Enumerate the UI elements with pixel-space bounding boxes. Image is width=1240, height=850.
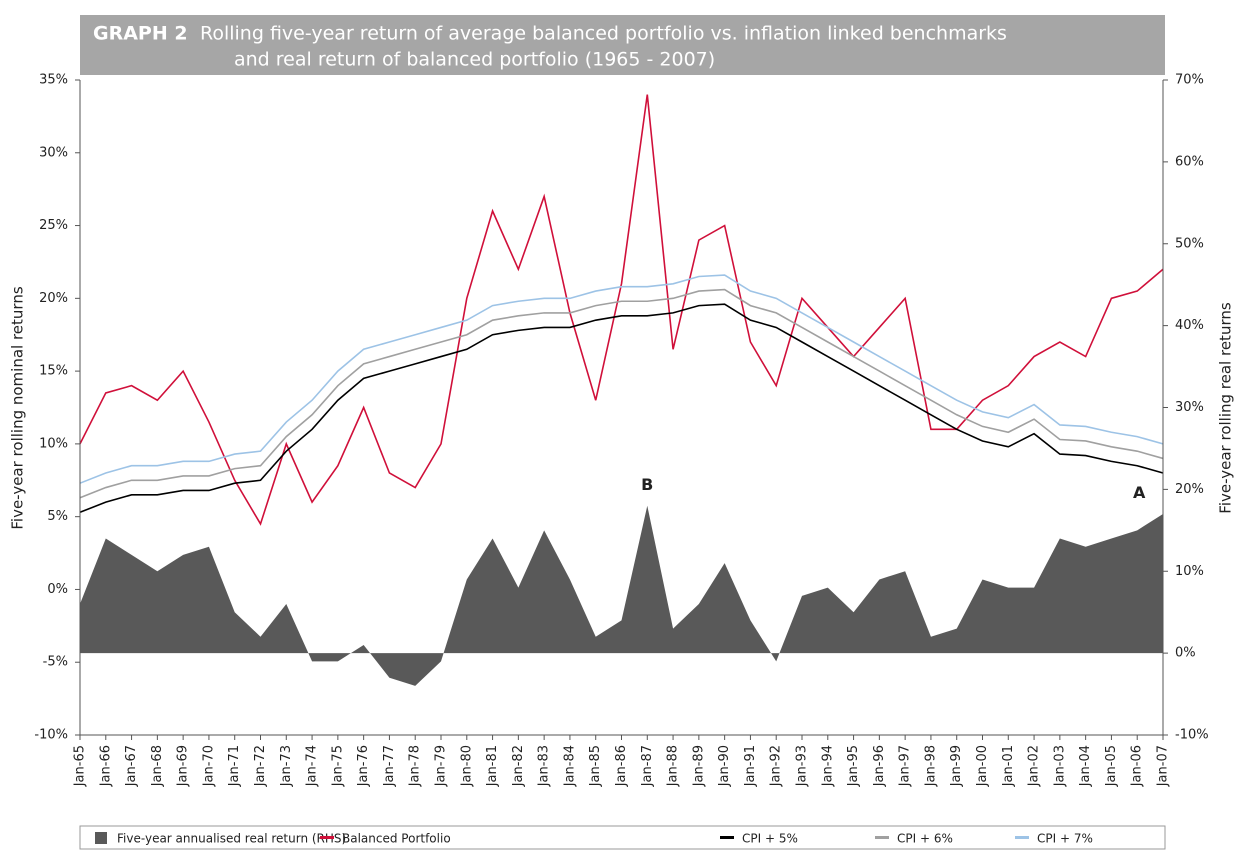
y2-axis-label: Five-year rolling real returns bbox=[1217, 302, 1235, 514]
x-tick-label: Jan-86 bbox=[614, 745, 629, 787]
x-tick-label: Jan-70 bbox=[201, 745, 216, 787]
y-tick-label: 10% bbox=[39, 436, 68, 451]
x-tick-label: Jan-91 bbox=[743, 745, 758, 787]
x-tick-label: Jan-05 bbox=[1104, 745, 1119, 787]
x-tick-label: Jan-01 bbox=[1001, 745, 1016, 787]
x-tick-label: Jan-85 bbox=[588, 745, 603, 787]
x-tick-label: Jan-68 bbox=[150, 745, 165, 787]
y2-tick-label: 30% bbox=[1175, 400, 1204, 415]
series-line bbox=[79, 303, 1164, 514]
y-tick-label: 25% bbox=[39, 218, 68, 233]
legend-swatch bbox=[720, 836, 734, 839]
y2-tick-label: 40% bbox=[1175, 318, 1204, 333]
y-tick-label: -5% bbox=[43, 655, 68, 670]
y-tick-label: -10% bbox=[34, 728, 68, 743]
y-tick-label: 5% bbox=[47, 509, 68, 524]
x-tick-label: Jan-82 bbox=[511, 745, 526, 787]
legend-label: CPI + 6% bbox=[897, 832, 953, 846]
x-tick-label: Jan-73 bbox=[279, 745, 294, 787]
x-tick-label: Jan-71 bbox=[227, 745, 242, 787]
legend-swatch bbox=[875, 836, 889, 839]
y-tick-label: 15% bbox=[39, 364, 68, 379]
x-tick-label: Jan-77 bbox=[382, 745, 397, 787]
x-tick-label: Jan-97 bbox=[898, 745, 913, 787]
title-line: and real return of balanced portfolio (1… bbox=[234, 49, 715, 71]
y2-tick-label: 0% bbox=[1175, 646, 1196, 661]
y-tick-label: 30% bbox=[39, 145, 68, 160]
y2-tick-label: 60% bbox=[1175, 154, 1204, 169]
x-tick-label: Jan-94 bbox=[820, 745, 835, 787]
y2-tick-label: 10% bbox=[1175, 564, 1204, 579]
series-line bbox=[79, 288, 1164, 499]
x-tick-label: Jan-69 bbox=[176, 745, 191, 787]
y2-tick-label: 70% bbox=[1175, 73, 1204, 88]
legend-swatch bbox=[95, 832, 107, 844]
x-tick-label: Jan-04 bbox=[1078, 745, 1093, 787]
chart-title: GRAPH 2 bbox=[93, 23, 188, 45]
x-tick-label: Jan-87 bbox=[640, 745, 655, 787]
x-tick-label: Jan-66 bbox=[98, 745, 113, 787]
series-line bbox=[79, 274, 1164, 484]
x-tick-label: Jan-89 bbox=[691, 745, 706, 787]
x-tick-label: Jan-06 bbox=[1130, 745, 1145, 787]
x-tick-label: Jan-78 bbox=[408, 745, 423, 787]
x-tick-label: Jan-67 bbox=[124, 745, 139, 787]
x-tick-label: Jan-00 bbox=[975, 745, 990, 787]
x-tick-label: Jan-93 bbox=[795, 745, 810, 787]
real-return-area bbox=[80, 505, 1163, 686]
legend-swatch bbox=[320, 836, 334, 839]
y-tick-label: 35% bbox=[39, 73, 68, 88]
y2-tick-label: 50% bbox=[1175, 236, 1204, 251]
x-tick-label: Jan-03 bbox=[1052, 745, 1067, 787]
annotation: A bbox=[1133, 483, 1146, 502]
legend-label: Balanced Portfolio bbox=[342, 832, 451, 846]
y2-tick-label: 20% bbox=[1175, 482, 1204, 497]
legend-box bbox=[79, 825, 1166, 850]
x-tick-label: Jan-65 bbox=[73, 745, 88, 787]
legend-label: Five-year annualised real return (RHS) bbox=[117, 832, 346, 846]
series-line bbox=[79, 94, 1164, 526]
y-axis-label: Five-year rolling nominal returns bbox=[9, 286, 27, 529]
x-tick-label: Jan-90 bbox=[717, 745, 732, 787]
y2-tick-label: -10% bbox=[1175, 728, 1209, 743]
x-tick-label: Jan-84 bbox=[562, 745, 577, 787]
x-tick-label: Jan-83 bbox=[537, 745, 552, 787]
legend-label: CPI + 5% bbox=[742, 832, 798, 846]
x-tick-label: Jan-88 bbox=[666, 745, 681, 787]
title-line: Rolling five-year return of average bala… bbox=[200, 23, 1007, 45]
x-tick-label: Jan-75 bbox=[330, 745, 345, 787]
legend-label: CPI + 7% bbox=[1037, 832, 1093, 846]
x-tick-label: Jan-02 bbox=[1027, 745, 1042, 787]
annotation: B bbox=[641, 475, 653, 494]
x-tick-label: Jan-92 bbox=[769, 745, 784, 787]
y-tick-label: 20% bbox=[39, 291, 68, 306]
x-tick-label: Jan-98 bbox=[923, 745, 938, 787]
legend-swatch bbox=[1015, 836, 1029, 839]
x-tick-label: Jan-96 bbox=[872, 745, 887, 787]
x-tick-label: Jan-99 bbox=[949, 745, 964, 787]
x-tick-label: Jan-76 bbox=[356, 745, 371, 787]
x-tick-label: Jan-72 bbox=[253, 745, 268, 787]
x-tick-label: Jan-81 bbox=[485, 745, 500, 787]
x-tick-label: Jan-74 bbox=[305, 745, 320, 787]
y-tick-label: 0% bbox=[47, 582, 68, 597]
title-band bbox=[80, 15, 1165, 75]
x-tick-label: Jan-79 bbox=[434, 745, 449, 787]
x-tick-label: Jan-07 bbox=[1156, 745, 1171, 787]
x-tick-label: Jan-80 bbox=[459, 745, 474, 787]
x-tick-label: Jan-95 bbox=[846, 745, 861, 787]
